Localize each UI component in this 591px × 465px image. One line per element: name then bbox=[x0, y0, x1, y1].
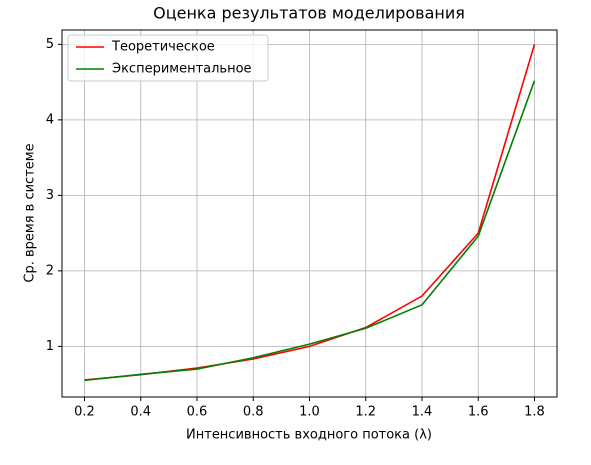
x-tick-label: 1.6 bbox=[468, 405, 489, 420]
chart-title: Оценка результатов моделирования bbox=[153, 4, 465, 23]
y-tick-label: 5 bbox=[46, 37, 54, 52]
legend-label: Экспериментальное bbox=[112, 62, 252, 77]
legend-box bbox=[67, 34, 269, 82]
x-axis-label: Интенсивность входного потока (λ) bbox=[186, 428, 432, 443]
y-tick-label: 3 bbox=[46, 188, 54, 203]
legend-label: Теоретическое bbox=[111, 40, 215, 55]
x-tick-label: 0.4 bbox=[130, 405, 151, 420]
plot-frame bbox=[61, 29, 558, 398]
x-tick-label: 0.6 bbox=[187, 405, 208, 420]
y-tick-label: 2 bbox=[46, 263, 54, 278]
series-line bbox=[84, 80, 536, 382]
y-tick-label: 4 bbox=[46, 112, 54, 127]
y-axis-label: Ср. время в системе bbox=[23, 143, 38, 282]
x-tick-label: 0.8 bbox=[243, 405, 264, 420]
x-tick-label: 1.4 bbox=[412, 405, 433, 420]
y-tick-label: 1 bbox=[46, 339, 54, 354]
x-tick-label: 0.2 bbox=[74, 405, 95, 420]
x-tick-label: 1.2 bbox=[355, 405, 376, 420]
x-tick-label: 1.0 bbox=[299, 405, 320, 420]
x-tick-label: 1.8 bbox=[524, 405, 545, 420]
